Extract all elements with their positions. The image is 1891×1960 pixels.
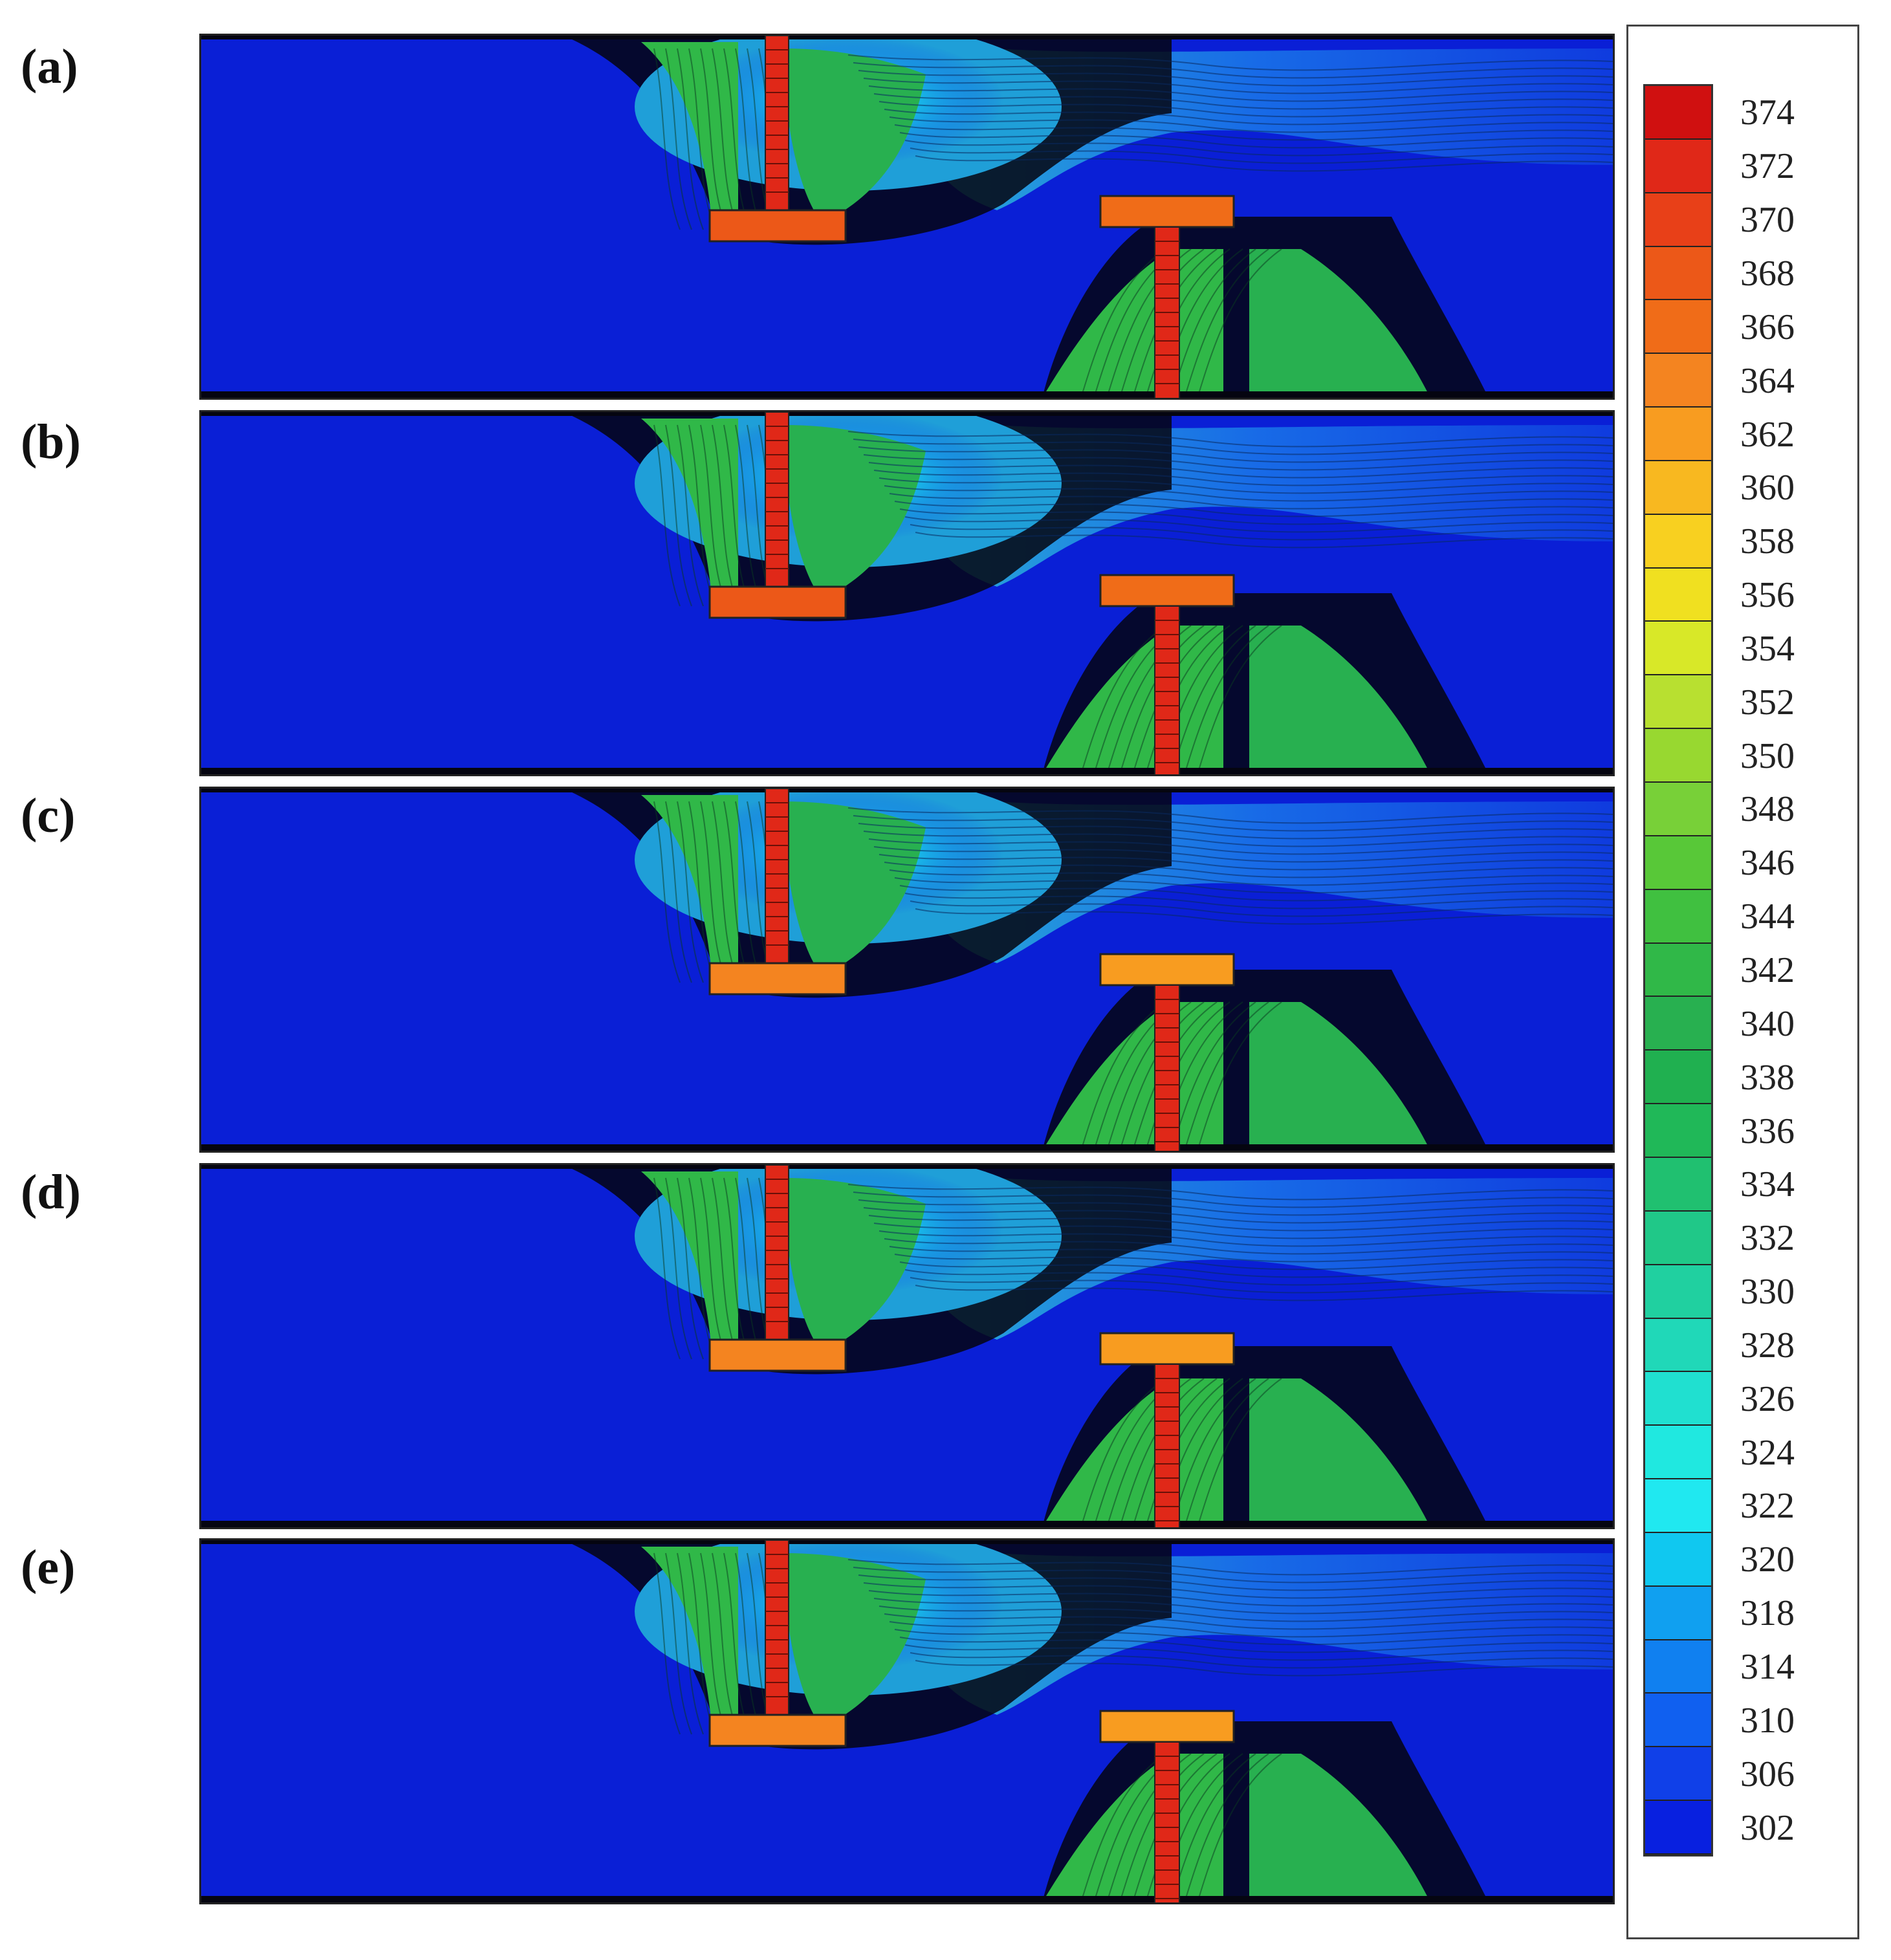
- colorbar-tick-label: 302: [1740, 1807, 1795, 1848]
- colorbar-segment: [1645, 246, 1711, 301]
- colorbar-segment: [1645, 1532, 1711, 1587]
- colorbar-segment: [1645, 193, 1711, 247]
- contour-panel-e: [199, 1538, 1615, 1904]
- colorbar-tick-label: 354: [1740, 628, 1795, 669]
- colorbar-segment: [1645, 889, 1711, 944]
- contour-panel-d: [199, 1163, 1615, 1529]
- colorbar-tick-label: 352: [1740, 682, 1795, 723]
- colorbar-tick-label: 310: [1740, 1700, 1795, 1741]
- colorbar-tick-label: 322: [1740, 1486, 1795, 1527]
- colorbar-tick-label: 330: [1740, 1272, 1795, 1312]
- colorbar-tick-label: 374: [1740, 93, 1795, 133]
- colorbar-tick-label: 336: [1740, 1111, 1795, 1151]
- colorbar-segment: [1645, 997, 1711, 1051]
- colorbar-segment: [1645, 1157, 1711, 1212]
- colorbar-tick-label: 364: [1740, 360, 1795, 401]
- colorbar-segment: [1645, 514, 1711, 569]
- colorbar-segment: [1645, 408, 1711, 461]
- colorbar-segment: [1645, 86, 1711, 140]
- colorbar-tick-label: 314: [1740, 1647, 1795, 1688]
- colorbar-tick-label: 344: [1740, 897, 1795, 937]
- colorbar-tick-label: 306: [1740, 1754, 1795, 1794]
- colorbar-segment: [1645, 1747, 1711, 1802]
- colorbar-tick-label: 372: [1740, 146, 1795, 187]
- colorbar-segment: [1645, 1479, 1711, 1533]
- colorbar-tick-label: 366: [1740, 307, 1795, 347]
- colorbar-segment: [1645, 943, 1711, 997]
- colorbar-segment: [1645, 461, 1711, 515]
- colorbar-tick-label: 340: [1740, 1003, 1795, 1044]
- colorbar-tick-label: 332: [1740, 1218, 1795, 1259]
- panel-label-c: (c): [21, 789, 76, 843]
- colorbar-segment: [1645, 1265, 1711, 1319]
- colorbar-tick-label: 324: [1740, 1432, 1795, 1473]
- colorbar-segment: [1645, 139, 1711, 193]
- colorbar-segment: [1645, 1051, 1711, 1105]
- colorbar-tick-label: 346: [1740, 843, 1795, 884]
- colorbar-segment: [1645, 300, 1711, 354]
- colorbar-tick-label: 334: [1740, 1164, 1795, 1205]
- colorbar-segment: [1645, 1104, 1711, 1158]
- colorbar-tick-label: 358: [1740, 521, 1795, 562]
- panel-label-a: (a): [21, 39, 78, 94]
- colorbar-segment: [1645, 1372, 1711, 1426]
- colorbar-segment: [1645, 1211, 1711, 1265]
- colorbar-segment: [1645, 836, 1711, 890]
- panel-label-d: (d): [21, 1165, 81, 1219]
- colorbar-tick-label: 342: [1740, 950, 1795, 990]
- panel-label-e: (e): [21, 1540, 76, 1595]
- colorbar-tick-label: 328: [1740, 1325, 1795, 1366]
- colorbar-segment: [1645, 1586, 1711, 1640]
- colorbar-tick-label: 320: [1740, 1540, 1795, 1580]
- colorbar-segment: [1645, 1801, 1711, 1855]
- contour-panel-a: [199, 34, 1615, 400]
- colorbar-segment: [1645, 675, 1711, 730]
- colorbar-tick-label: 370: [1740, 200, 1795, 241]
- colorbar-segment: [1645, 1318, 1711, 1373]
- colorbar-tick-label: 368: [1740, 253, 1795, 294]
- colorbar-tick-label: 326: [1740, 1378, 1795, 1419]
- colorbar-segment: [1645, 354, 1711, 408]
- colorbar-tick-label: 318: [1740, 1593, 1795, 1634]
- colorbar-segment: [1645, 1426, 1711, 1480]
- panel-label-b: (b): [21, 415, 81, 469]
- colorbar-tick-label: 350: [1740, 735, 1795, 776]
- colorbar-segment: [1645, 783, 1711, 836]
- colorbar-segment: [1645, 1640, 1711, 1694]
- colorbar-tick-label: 362: [1740, 414, 1795, 455]
- colorbar: [1643, 84, 1713, 1857]
- colorbar-segment: [1645, 729, 1711, 783]
- colorbar-segment: [1645, 622, 1711, 676]
- colorbar-tick-label: 356: [1740, 575, 1795, 616]
- colorbar-tick-label: 338: [1740, 1057, 1795, 1098]
- colorbar-tick-label: 360: [1740, 468, 1795, 508]
- contour-panel-b: [199, 410, 1615, 776]
- contour-panel-c: [199, 787, 1615, 1153]
- colorbar-segment: [1645, 568, 1711, 622]
- colorbar-tick-label: 348: [1740, 789, 1795, 830]
- colorbar-segment: [1645, 1693, 1711, 1748]
